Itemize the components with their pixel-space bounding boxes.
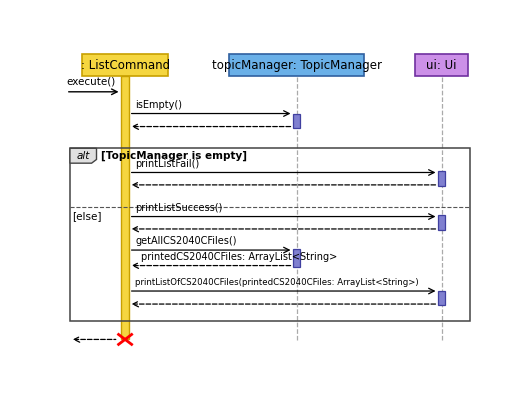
Text: printedCS2040CFiles: ArrayList<String>: printedCS2040CFiles: ArrayList<String>	[141, 252, 338, 262]
Bar	[438, 171, 445, 185]
Text: isEmpty(): isEmpty()	[135, 100, 182, 110]
Text: execute(): execute()	[67, 77, 116, 87]
Text: alt: alt	[76, 151, 90, 161]
Text: printListOfCS2040CFiles(printedCS2040CFiles: ArrayList<String>): printListOfCS2040CFiles(printedCS2040CFi…	[135, 278, 419, 287]
Bar	[438, 291, 445, 305]
Bar	[294, 249, 300, 267]
Polygon shape	[70, 148, 96, 163]
Bar	[82, 54, 168, 76]
Text: ui: Ui: ui: Ui	[426, 58, 457, 72]
Text: printListFail(): printListFail()	[135, 159, 200, 169]
Text: : ListCommand: : ListCommand	[81, 58, 170, 72]
Bar	[121, 76, 129, 339]
Text: topicManager: TopicManager: topicManager: TopicManager	[212, 58, 382, 72]
Text: [else]: [else]	[72, 211, 102, 221]
Bar	[438, 215, 445, 230]
Bar	[294, 114, 300, 128]
Text: printListSuccess(): printListSuccess()	[135, 203, 223, 213]
Text: getAllCS2040CFiles(): getAllCS2040CFiles()	[135, 236, 237, 246]
Text: [TopicManager is empty]: [TopicManager is empty]	[101, 151, 247, 161]
Bar	[70, 148, 470, 322]
Bar	[229, 54, 364, 76]
Bar	[415, 54, 468, 76]
